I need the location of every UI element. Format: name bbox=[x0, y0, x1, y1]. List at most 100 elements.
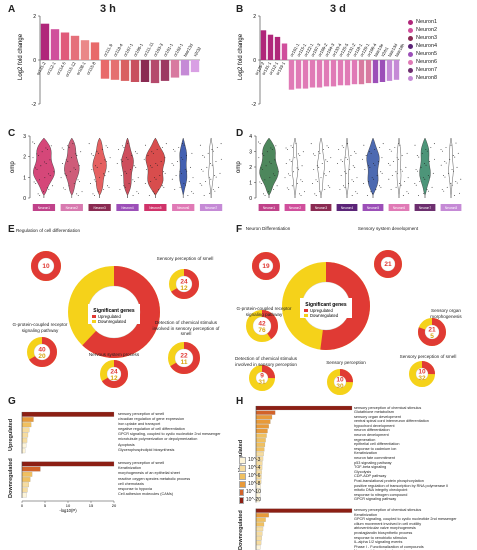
bar-or115-12 bbox=[70, 35, 80, 60]
data-point bbox=[391, 175, 393, 176]
bar-or101-1 bbox=[288, 60, 295, 90]
data-point bbox=[325, 175, 327, 176]
ring-f-6-hole bbox=[415, 367, 429, 381]
data-point bbox=[104, 175, 106, 176]
data-point bbox=[191, 191, 193, 193]
data-point bbox=[105, 160, 107, 162]
data-point bbox=[266, 151, 268, 153]
data-point bbox=[65, 159, 67, 161]
bar-or103-3 bbox=[150, 60, 160, 84]
data-point bbox=[37, 155, 39, 156]
group-bar-Neuron2 bbox=[284, 204, 306, 211]
data-point bbox=[121, 145, 123, 147]
go-x-tick-label: 15 bbox=[89, 503, 94, 508]
data-point bbox=[49, 159, 51, 161]
data-point bbox=[271, 187, 273, 189]
data-point bbox=[415, 184, 417, 186]
data-point bbox=[367, 165, 369, 167]
center-ring-e-up-arc bbox=[68, 266, 160, 358]
bar-label-or118-1: or118-1 bbox=[352, 42, 364, 57]
group-label-Neuron2: Neuron2 bbox=[289, 206, 301, 210]
data-point bbox=[119, 189, 121, 190]
bar-label-or102-1: or102-1 bbox=[172, 42, 184, 58]
data-point bbox=[326, 160, 328, 162]
data-point bbox=[210, 178, 212, 180]
go-bar-chart-h: 0102030-log10(P) bbox=[255, 405, 353, 550]
go-x-tick-label: 10 bbox=[66, 503, 71, 508]
data-point bbox=[317, 180, 318, 182]
data-point bbox=[264, 179, 266, 181]
y-tick-label: 0 bbox=[253, 58, 256, 64]
go-term: sensory perception of smell bbox=[118, 461, 165, 466]
data-point bbox=[272, 173, 274, 175]
data-point bbox=[284, 177, 286, 179]
ring-f-0-up-arc bbox=[252, 252, 280, 280]
ring-f-2-hole bbox=[252, 316, 272, 336]
data-point bbox=[207, 152, 209, 154]
legend-label: Neuron2 bbox=[416, 27, 438, 33]
data-point bbox=[277, 171, 279, 173]
data-point bbox=[298, 169, 299, 170]
data-point bbox=[36, 153, 38, 155]
bar-or115-1 bbox=[295, 60, 302, 89]
data-point bbox=[341, 145, 343, 147]
data-point bbox=[446, 186, 448, 188]
data-point bbox=[294, 157, 296, 159]
data-point bbox=[375, 189, 377, 190]
go-term: GPCR signaling pathway bbox=[354, 497, 397, 502]
data-point bbox=[390, 150, 392, 152]
bar-label-or106-1: or106-1 bbox=[132, 42, 144, 58]
data-point bbox=[455, 142, 457, 144]
data-point bbox=[94, 195, 95, 196]
data-point bbox=[137, 192, 139, 194]
go-term: sensory perception of chemical stimulus bbox=[354, 405, 422, 410]
go-x-tick-label: 20 bbox=[112, 503, 117, 508]
bar-label-or122-1: or122-1 bbox=[303, 42, 315, 58]
data-point bbox=[363, 183, 365, 185]
data-point bbox=[396, 157, 398, 159]
data-point bbox=[318, 166, 320, 168]
data-point bbox=[401, 155, 403, 156]
data-point bbox=[273, 189, 275, 190]
ring-title-f-1: Sensory system development bbox=[357, 226, 419, 231]
data-point bbox=[35, 167, 36, 169]
panel-label-h: H bbox=[236, 396, 244, 407]
data-point bbox=[132, 195, 134, 196]
data-point bbox=[98, 152, 99, 154]
data-point bbox=[451, 184, 453, 186]
data-point bbox=[349, 169, 351, 170]
group-bar-Neuron4 bbox=[116, 204, 139, 211]
bar-or106-4 bbox=[365, 60, 372, 84]
data-point bbox=[321, 163, 323, 165]
data-point bbox=[434, 158, 436, 160]
go-x-axis-label: -log10(P) bbox=[59, 508, 77, 513]
bar-or106-1 bbox=[130, 60, 140, 82]
go-term: regeneration bbox=[354, 437, 376, 442]
go-bar-1-2 bbox=[255, 517, 266, 522]
bar-label-or133-1: or133-1 bbox=[275, 60, 287, 76]
neuron-legend: Neuron1 Neuron2 Neuron3 Neuron4 Neuron5 Neuro… bbox=[408, 18, 437, 82]
go-term: sensory organ development bbox=[354, 414, 401, 419]
violin-Neuron7 bbox=[419, 137, 431, 198]
data-point bbox=[325, 159, 327, 161]
bar-label-or133-4: or133-4 bbox=[331, 42, 343, 58]
data-point bbox=[215, 160, 217, 162]
legend-dot bbox=[408, 67, 413, 73]
ring-f-4-up-count: 9 bbox=[260, 373, 264, 380]
data-point bbox=[199, 183, 201, 185]
ring-f-4-down-count: 31 bbox=[258, 379, 266, 386]
go-term: response to xenobiotic stimulus bbox=[354, 535, 407, 540]
data-point bbox=[133, 165, 135, 167]
bar-label-taar13d: taar13d bbox=[387, 42, 399, 57]
go-term: TGF-beta signaling bbox=[354, 465, 387, 470]
data-point bbox=[91, 169, 93, 170]
data-point bbox=[106, 185, 108, 187]
data-point bbox=[203, 195, 205, 196]
legend-dot bbox=[408, 75, 413, 81]
data-point bbox=[258, 141, 260, 143]
y-tick-label: 1 bbox=[249, 181, 252, 187]
group-label-Neuron7: Neuron7 bbox=[419, 206, 431, 210]
group-label-Neuron7: Neuron7 bbox=[205, 206, 217, 210]
go-bar-0-1 bbox=[21, 417, 34, 422]
bar-label-or114-5: or114-5 bbox=[55, 60, 67, 75]
